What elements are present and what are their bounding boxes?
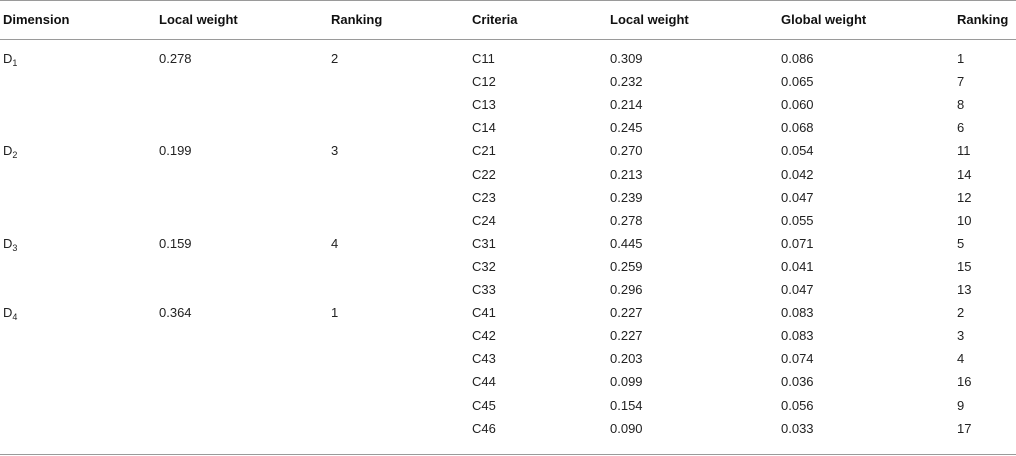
criteria-global-weight: 0.083 [781, 328, 814, 343]
criteria-id: C31 [472, 236, 496, 251]
dimension-letter: D [3, 51, 13, 66]
criteria-ranking: 3 [957, 328, 965, 343]
criteria-local-weight: 0.445 [610, 236, 643, 251]
header-criteria-ranking: Ranking [957, 12, 1009, 27]
criteria-ranking: 7 [957, 74, 965, 89]
criteria-global-weight: 0.047 [781, 282, 814, 297]
header-criteria: Criteria [472, 12, 518, 27]
criteria-local-weight: 0.239 [610, 190, 643, 205]
criteria-id: C23 [472, 190, 496, 205]
criteria-local-weight: 0.214 [610, 97, 643, 112]
dimension-local-weight: 0.159 [159, 236, 192, 251]
dimension-subscript: 1 [12, 58, 18, 68]
criteria-local-weight: 0.227 [610, 328, 643, 343]
header-rule [0, 39, 1016, 40]
criteria-local-weight: 0.259 [610, 259, 643, 274]
dimension-letter: D [3, 143, 13, 158]
criteria-global-weight: 0.054 [781, 143, 814, 158]
criteria-ranking: 8 [957, 97, 965, 112]
criteria-global-weight: 0.086 [781, 51, 814, 66]
criteria-global-weight: 0.065 [781, 74, 814, 89]
criteria-global-weight: 0.060 [781, 97, 814, 112]
table-top-rule [0, 0, 1016, 1]
dimension-letter: D [3, 236, 13, 251]
criteria-local-weight: 0.099 [610, 374, 643, 389]
criteria-local-weight: 0.154 [610, 398, 643, 413]
header-global-weight: Global weight [781, 12, 867, 27]
criteria-global-weight: 0.033 [781, 421, 814, 436]
dimension-ranking: 1 [331, 305, 339, 320]
dimension-ranking: 2 [331, 51, 339, 66]
criteria-global-weight: 0.041 [781, 259, 814, 274]
dimension-label: D2 [3, 143, 18, 160]
criteria-id: C32 [472, 259, 496, 274]
criteria-local-weight: 0.309 [610, 51, 643, 66]
dimension-label: D4 [3, 305, 18, 322]
criteria-ranking: 17 [957, 421, 972, 436]
criteria-ranking: 10 [957, 213, 972, 228]
header-dimension: Dimension [3, 12, 70, 27]
criteria-id: C41 [472, 305, 496, 320]
criteria-global-weight: 0.055 [781, 213, 814, 228]
criteria-id: C46 [472, 421, 496, 436]
criteria-global-weight: 0.042 [781, 167, 814, 182]
criteria-global-weight: 0.071 [781, 236, 814, 251]
dimension-local-weight: 0.199 [159, 143, 192, 158]
criteria-local-weight: 0.090 [610, 421, 643, 436]
criteria-ranking: 1 [957, 51, 965, 66]
criteria-local-weight: 0.227 [610, 305, 643, 320]
criteria-id: C21 [472, 143, 496, 158]
criteria-ranking: 12 [957, 190, 972, 205]
criteria-local-weight: 0.232 [610, 74, 643, 89]
criteria-id: C11 [472, 51, 495, 66]
criteria-id: C12 [472, 74, 496, 89]
dimension-subscript: 4 [12, 312, 18, 322]
criteria-id: C14 [472, 120, 496, 135]
criteria-id: C44 [472, 374, 496, 389]
dimension-letter: D [3, 305, 13, 320]
criteria-ranking: 16 [957, 374, 972, 389]
dimension-label: D1 [3, 51, 18, 68]
criteria-ranking: 6 [957, 120, 965, 135]
criteria-ranking: 15 [957, 259, 972, 274]
criteria-global-weight: 0.068 [781, 120, 814, 135]
criteria-local-weight: 0.296 [610, 282, 643, 297]
header-dimension-local-weight: Local weight [159, 12, 238, 27]
header-criteria-local-weight: Local weight [610, 12, 689, 27]
criteria-local-weight: 0.203 [610, 351, 643, 366]
dimension-ranking: 3 [331, 143, 339, 158]
dimension-subscript: 2 [12, 150, 18, 160]
criteria-global-weight: 0.047 [781, 190, 814, 205]
criteria-ranking: 4 [957, 351, 965, 366]
dimension-local-weight: 0.364 [159, 305, 192, 320]
criteria-global-weight: 0.036 [781, 374, 814, 389]
criteria-id: C33 [472, 282, 496, 297]
table-bottom-rule [0, 454, 1016, 455]
criteria-global-weight: 0.083 [781, 305, 814, 320]
dimension-ranking: 4 [331, 236, 339, 251]
criteria-ranking: 9 [957, 398, 965, 413]
criteria-id: C42 [472, 328, 496, 343]
criteria-id: C24 [472, 213, 496, 228]
criteria-id: C43 [472, 351, 496, 366]
dimension-local-weight: 0.278 [159, 51, 192, 66]
criteria-ranking: 11 [957, 143, 971, 158]
criteria-id: C13 [472, 97, 496, 112]
dimension-subscript: 3 [12, 243, 18, 253]
criteria-global-weight: 0.056 [781, 398, 814, 413]
criteria-id: C45 [472, 398, 496, 413]
criteria-ranking: 13 [957, 282, 972, 297]
criteria-local-weight: 0.213 [610, 167, 643, 182]
criteria-local-weight: 0.270 [610, 143, 643, 158]
criteria-ranking: 2 [957, 305, 965, 320]
criteria-local-weight: 0.245 [610, 120, 643, 135]
criteria-ranking: 5 [957, 236, 965, 251]
criteria-local-weight: 0.278 [610, 213, 643, 228]
criteria-ranking: 14 [957, 167, 972, 182]
dimension-label: D3 [3, 236, 18, 253]
header-dimension-ranking: Ranking [331, 12, 383, 27]
criteria-id: C22 [472, 167, 496, 182]
criteria-global-weight: 0.074 [781, 351, 814, 366]
